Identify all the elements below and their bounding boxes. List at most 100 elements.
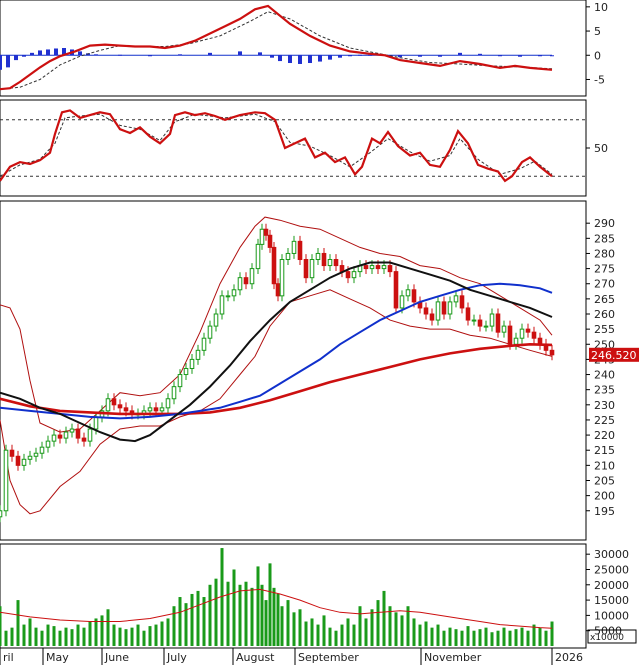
volume-bar [256, 566, 260, 646]
x-axis-label: August [236, 651, 275, 664]
volume-bar [64, 627, 68, 646]
volume-bar [304, 621, 308, 646]
price-axis-tick-label: 230 [594, 399, 615, 412]
macd-histogram-bar [318, 55, 322, 62]
moving-average-blue [0, 282, 553, 420]
candle-body [483, 325, 489, 328]
candle-body [57, 434, 63, 439]
macd-histogram-bar [398, 55, 402, 58]
price-axis-tick-label: 195 [594, 505, 615, 518]
volume-bar [382, 590, 386, 646]
rsi-panel: 50 [0, 99, 608, 197]
volume-bar [264, 600, 268, 646]
candle-body [549, 349, 555, 356]
volume-bar [124, 629, 128, 646]
volume-bar [10, 627, 14, 646]
candle-body [153, 407, 159, 412]
rsi-axis-tick-label: 50 [594, 142, 608, 155]
macd-axis-tick-label: -5 [594, 73, 605, 86]
macd-histogram-bar [118, 54, 122, 56]
macd-histogram-bar [238, 51, 242, 56]
macd-histogram-bar [538, 55, 542, 57]
volume-bar [196, 590, 200, 646]
macd-histogram-bar [62, 48, 66, 56]
volume-bar [46, 624, 50, 646]
candle-body [465, 307, 471, 321]
candle-body [259, 228, 265, 245]
volume-average-line [0, 588, 553, 629]
macd-histogram-bar [270, 55, 274, 58]
macd-histogram-bar [278, 55, 282, 62]
candle-body [189, 358, 195, 369]
last-price-tag [589, 347, 639, 362]
candle-body [405, 289, 411, 297]
volume-bar [184, 603, 188, 646]
candle-body [159, 407, 165, 412]
price-axis-tick-label: 260 [594, 308, 615, 321]
volume-axis-tick-label: 15000 [594, 594, 629, 607]
candle-body [75, 428, 81, 439]
volume-bar [100, 615, 104, 646]
volume-bar [502, 627, 506, 646]
volume-bar [544, 630, 548, 646]
price-axis-tick-label: 240 [594, 369, 615, 382]
price-axis-tick-label: 270 [594, 278, 615, 291]
volume-bar [478, 629, 482, 646]
volume-bar [490, 632, 494, 646]
candle-body [93, 416, 99, 430]
volume-bar [532, 624, 536, 646]
candle-body [275, 283, 281, 297]
candle-body [105, 398, 111, 412]
candle-body [381, 265, 387, 270]
price-axis-tick-label: 255 [594, 323, 615, 336]
volume-axis-tick-label: 20000 [594, 579, 629, 592]
volume-bar [238, 584, 242, 646]
volume-bar [370, 609, 374, 646]
candle-body [525, 328, 531, 333]
x-axis-label: June [104, 651, 129, 664]
x-axis-label: May [46, 651, 69, 664]
volume-bar [118, 627, 122, 646]
volume-bar [40, 630, 44, 646]
candle-body [263, 228, 269, 236]
x-axis-label: November [424, 651, 482, 664]
moving-average-red [0, 342, 553, 416]
candle-body [321, 252, 327, 267]
candle-body [195, 349, 201, 360]
volume-bar [418, 624, 422, 646]
candle-body [279, 259, 285, 297]
candle-body [3, 449, 9, 512]
macd-histogram-bar [94, 54, 98, 56]
candle-body [15, 455, 21, 466]
candle-body [183, 367, 189, 376]
candle-body [399, 295, 405, 309]
price-axis-tick-label: 280 [594, 247, 615, 260]
volume-bar [272, 587, 276, 646]
candle-body [423, 307, 429, 315]
volume-bar [34, 627, 38, 646]
candle-body [327, 259, 333, 267]
candle-body [123, 407, 129, 412]
macd-histogram-bar [78, 51, 82, 56]
macd-histogram-bar [30, 52, 34, 56]
price-axis-tick-label: 215 [594, 444, 615, 457]
volume-bar [58, 630, 62, 646]
candle-body [507, 325, 513, 345]
candle-body [459, 295, 465, 309]
candle-body [21, 458, 27, 466]
candle-body [87, 428, 93, 442]
candle-body [315, 252, 321, 261]
macd-histogram-bar [208, 52, 212, 56]
volume-bar [442, 630, 446, 646]
last-price-label: 246.520 [591, 349, 637, 362]
x-axis-label: July [166, 651, 187, 664]
volume-bar [406, 606, 410, 646]
volume-bar [226, 581, 230, 646]
candle-body [117, 404, 123, 409]
volume-bar [358, 606, 362, 646]
volume-bar [364, 618, 368, 646]
candle-body [171, 386, 177, 400]
volume-bar [454, 629, 458, 646]
